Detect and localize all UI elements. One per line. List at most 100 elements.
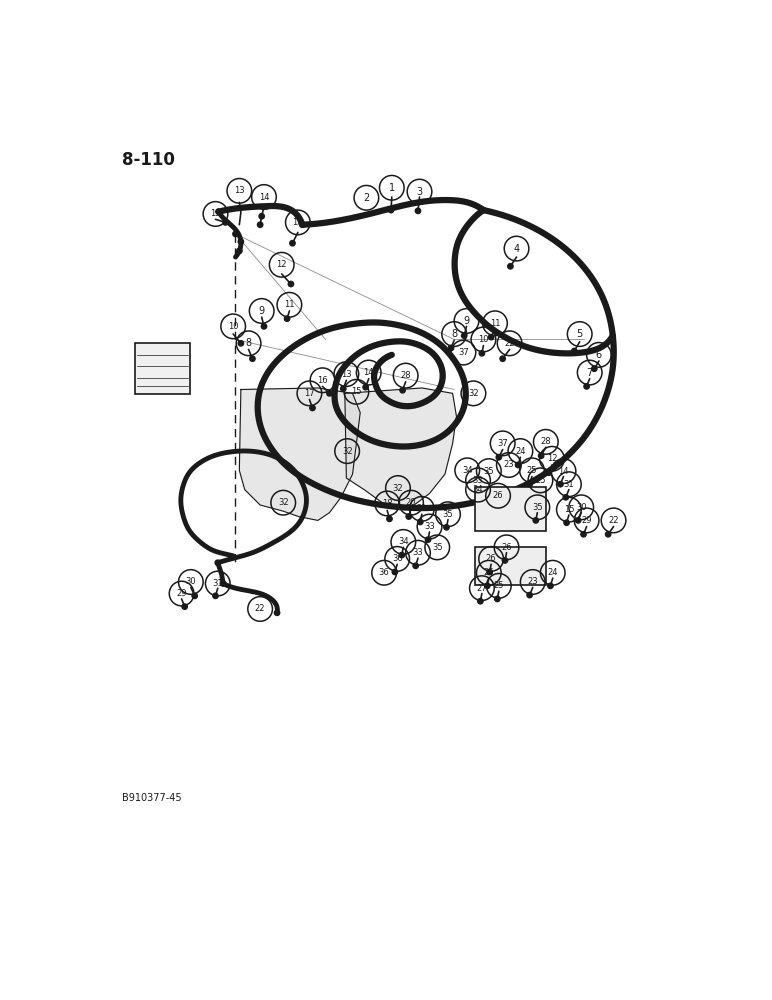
Circle shape — [215, 560, 221, 565]
Text: 1: 1 — [389, 183, 394, 193]
Circle shape — [284, 316, 290, 321]
Text: 32: 32 — [278, 498, 289, 507]
Text: 35: 35 — [442, 510, 453, 519]
Circle shape — [478, 599, 483, 604]
Text: 35: 35 — [483, 467, 494, 476]
Circle shape — [575, 518, 581, 523]
Text: 16: 16 — [317, 376, 328, 385]
Text: 8: 8 — [451, 329, 457, 339]
Circle shape — [489, 334, 494, 340]
Circle shape — [539, 453, 544, 458]
Text: 30: 30 — [185, 578, 196, 586]
Text: 30: 30 — [576, 503, 587, 512]
Circle shape — [257, 222, 262, 227]
Circle shape — [496, 455, 502, 460]
Circle shape — [508, 264, 513, 269]
Circle shape — [479, 351, 485, 356]
Text: 4: 4 — [513, 244, 520, 254]
Text: 8: 8 — [245, 338, 252, 348]
Circle shape — [563, 495, 568, 500]
Text: 14: 14 — [259, 192, 269, 202]
Text: 14: 14 — [364, 368, 374, 377]
Text: 15: 15 — [210, 209, 221, 218]
Text: 33: 33 — [424, 522, 435, 531]
Circle shape — [239, 239, 244, 244]
Text: 3: 3 — [416, 187, 422, 197]
Text: 11: 11 — [284, 300, 295, 309]
Text: 35: 35 — [532, 503, 543, 512]
Circle shape — [581, 532, 586, 537]
Circle shape — [500, 356, 506, 361]
Text: 14: 14 — [558, 467, 569, 476]
Text: 32: 32 — [468, 389, 479, 398]
Circle shape — [571, 348, 577, 354]
Text: 36: 36 — [392, 554, 402, 563]
Circle shape — [340, 386, 346, 391]
Text: 13: 13 — [234, 186, 245, 195]
Text: 20: 20 — [406, 498, 416, 507]
Polygon shape — [239, 388, 361, 520]
Circle shape — [527, 482, 533, 487]
Text: 2: 2 — [364, 193, 370, 203]
Text: 9: 9 — [259, 306, 265, 316]
Circle shape — [388, 207, 394, 213]
Circle shape — [485, 583, 490, 589]
Text: 33: 33 — [472, 476, 483, 485]
Text: 21: 21 — [417, 504, 427, 513]
Circle shape — [406, 514, 411, 519]
Circle shape — [462, 333, 467, 338]
Text: 26: 26 — [493, 491, 503, 500]
Text: 13: 13 — [341, 370, 352, 379]
Circle shape — [533, 518, 539, 523]
Text: 7: 7 — [587, 368, 593, 378]
Text: 24: 24 — [515, 447, 526, 456]
Circle shape — [444, 525, 449, 530]
Circle shape — [239, 341, 244, 346]
Text: 18: 18 — [382, 499, 392, 508]
FancyBboxPatch shape — [134, 343, 190, 394]
Circle shape — [487, 569, 493, 575]
Text: 22: 22 — [255, 604, 266, 613]
Text: 34: 34 — [398, 537, 408, 546]
Text: 34: 34 — [462, 466, 472, 475]
Text: 6: 6 — [596, 350, 602, 360]
Text: 11: 11 — [489, 319, 500, 328]
Circle shape — [547, 583, 553, 589]
Circle shape — [259, 214, 264, 219]
Circle shape — [300, 222, 305, 227]
Circle shape — [221, 581, 226, 586]
Text: 10: 10 — [228, 322, 239, 331]
Text: 31: 31 — [212, 579, 223, 588]
Circle shape — [527, 592, 533, 598]
Text: 22: 22 — [608, 516, 619, 525]
Circle shape — [605, 532, 611, 537]
Polygon shape — [345, 388, 456, 509]
Circle shape — [182, 604, 188, 609]
Circle shape — [310, 405, 315, 411]
Circle shape — [237, 248, 242, 254]
Text: 29: 29 — [176, 589, 187, 598]
Text: 25: 25 — [535, 476, 546, 485]
Text: 26: 26 — [501, 543, 512, 552]
Text: 10: 10 — [478, 335, 489, 344]
Text: 15: 15 — [564, 505, 574, 514]
Circle shape — [591, 366, 597, 371]
Text: B910377-45: B910377-45 — [121, 793, 181, 803]
Circle shape — [564, 520, 569, 525]
Circle shape — [557, 482, 563, 487]
FancyBboxPatch shape — [475, 487, 546, 531]
Circle shape — [415, 208, 421, 214]
Circle shape — [392, 569, 398, 575]
Circle shape — [481, 207, 486, 213]
Text: 23: 23 — [503, 460, 514, 469]
Text: 35: 35 — [432, 543, 442, 552]
Text: 37: 37 — [458, 348, 469, 357]
Circle shape — [399, 552, 405, 558]
Text: 31: 31 — [564, 480, 574, 489]
Circle shape — [546, 470, 551, 475]
Text: 36: 36 — [379, 568, 390, 577]
Circle shape — [400, 388, 405, 393]
Circle shape — [249, 356, 255, 361]
Circle shape — [584, 384, 589, 389]
Text: 5: 5 — [577, 329, 583, 339]
